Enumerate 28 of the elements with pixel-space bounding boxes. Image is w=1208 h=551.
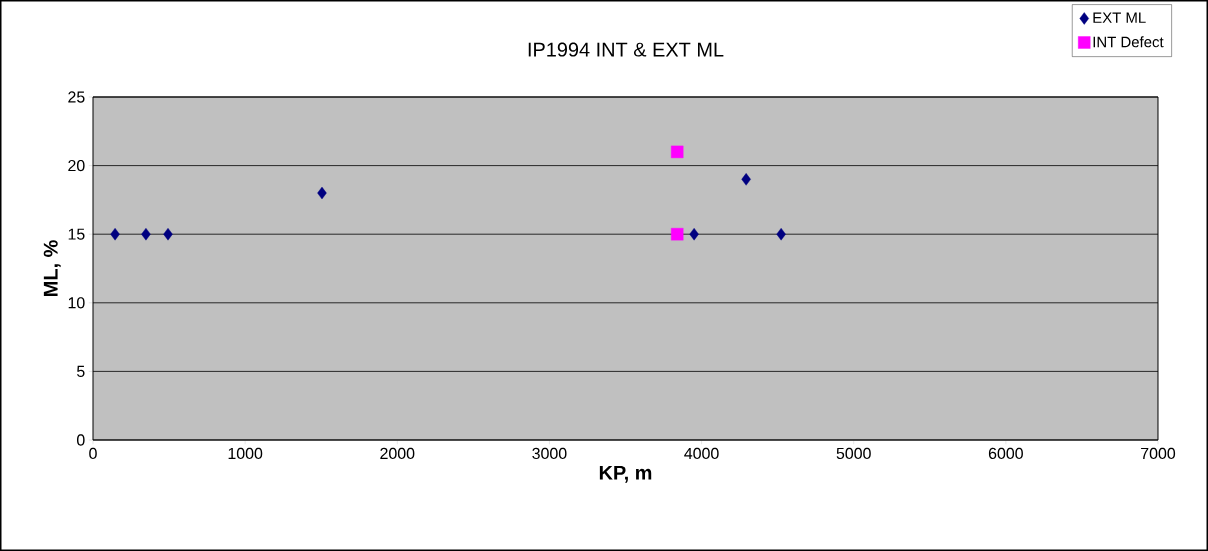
- x-tick-label: 3000: [532, 447, 567, 460]
- y-tick-label: 15: [68, 228, 85, 240]
- x-tick-label: 0: [89, 447, 97, 460]
- x-tick-label: 4000: [684, 447, 719, 460]
- chart-title: IP1994 INT & EXT ML: [528, 42, 724, 57]
- point: [776, 228, 786, 241]
- x-tick-label: 6000: [988, 447, 1023, 460]
- point: [671, 228, 684, 241]
- x-tick-label: 2000: [380, 447, 415, 460]
- point: [741, 173, 751, 186]
- legend-label: INT Defect: [1093, 36, 1164, 48]
- point: [671, 145, 684, 159]
- point: [141, 228, 151, 241]
- x-tick-label: 7000: [1141, 447, 1176, 460]
- point: [317, 186, 327, 200]
- y-tick-label: 20: [68, 159, 85, 172]
- y-tick-label: 10: [68, 297, 85, 309]
- point: [163, 228, 173, 241]
- point: [689, 228, 699, 241]
- x-tick-label: 5000: [836, 447, 871, 460]
- y-axis-title: ML, %: [43, 240, 61, 296]
- x-tick-label: 1000: [228, 447, 263, 460]
- y-tick-label: 5: [77, 365, 85, 377]
- x-axis-title: KP, m: [599, 465, 652, 483]
- y-tick-label: 25: [68, 91, 85, 103]
- y-tick-label: 0: [76, 434, 85, 446]
- legend-label: EXT ML: [1093, 12, 1146, 23]
- point: [110, 228, 120, 241]
